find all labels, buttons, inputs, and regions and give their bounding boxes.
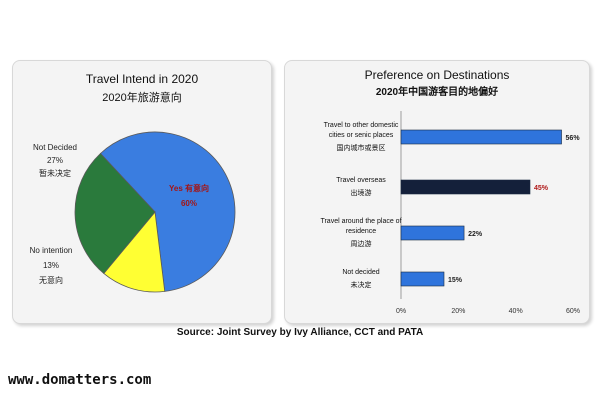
travel-intend-pie-chart: Travel Intend in 2020 2020年旅游意向 Yes 有意向 60%…	[30, 72, 236, 293]
bar-category-label: residence	[346, 228, 376, 235]
bar-1	[400, 179, 531, 195]
bar-x-tick-label: 20%	[451, 308, 465, 315]
bar-3	[400, 271, 445, 287]
bar-category-sublabel: 未决定	[351, 280, 372, 289]
bar-x-tick-label: 0%	[396, 308, 406, 315]
pie-label-not-decided: Not Decided	[33, 143, 77, 152]
pie-sublabel-no-intention: 无意向	[39, 275, 63, 285]
bar-value-label: 15%	[448, 277, 463, 284]
pie-subtitle: 2020年旅游意向	[102, 90, 181, 104]
bar-0	[400, 129, 562, 145]
bar-category-label: Travel around the place of	[320, 218, 401, 225]
bar-x-tick-label: 60%	[566, 308, 580, 315]
bar-category-label: cities or senic places	[329, 132, 394, 139]
pie-label-yes: Yes 有意向	[169, 183, 209, 193]
pie-slice-no-intention	[103, 211, 166, 293]
bar-title: Preference on Destinations	[365, 68, 510, 82]
pie-slice-not-decided	[74, 152, 156, 275]
source-caption: Source: Joint Survey by Ivy Alliance, CC…	[176, 327, 424, 338]
pie-title: Travel Intend in 2020	[86, 72, 199, 86]
pie-value-no-intention: 13%	[43, 261, 59, 270]
bar-value-label: 56%	[566, 135, 581, 142]
bar-subtitle: 2020年中国游客目的地偏好	[376, 85, 498, 98]
pie-value-yes: 60%	[181, 199, 197, 208]
destination-preference-bar-panel: Preference on Destinations 2020年中国游客目的地偏好…	[284, 60, 590, 324]
travel-intend-pie-panel: Travel Intend in 2020 2020年旅游意向 Yes 有意向 60%…	[12, 60, 272, 324]
bar-category-label: Travel overseas	[336, 177, 386, 184]
destination-preference-bar-chart: Preference on Destinations 2020年中国游客目的地偏好…	[320, 68, 581, 315]
pie-sublabel-not-decided: 暂未决定	[39, 168, 71, 178]
bar-value-label: 22%	[468, 231, 483, 238]
pie-slice-yes	[99, 131, 236, 292]
pie-label-no-intention: No intention	[30, 246, 73, 255]
bar-x-tick-label: 40%	[509, 308, 523, 315]
website-watermark: www.domatters.com	[8, 372, 152, 388]
bar-category-sublabel: 周边游	[351, 239, 372, 248]
pie-value-not-decided: 27%	[47, 156, 63, 165]
bar-category-sublabel: 国内城市或景区	[337, 143, 386, 152]
bar-category-label: Travel to other domestic	[324, 122, 399, 129]
bar-category-label: Not decided	[342, 269, 379, 276]
bar-2	[400, 225, 465, 241]
bar-category-sublabel: 出境游	[351, 188, 372, 197]
bar-value-label: 45%	[534, 185, 549, 192]
